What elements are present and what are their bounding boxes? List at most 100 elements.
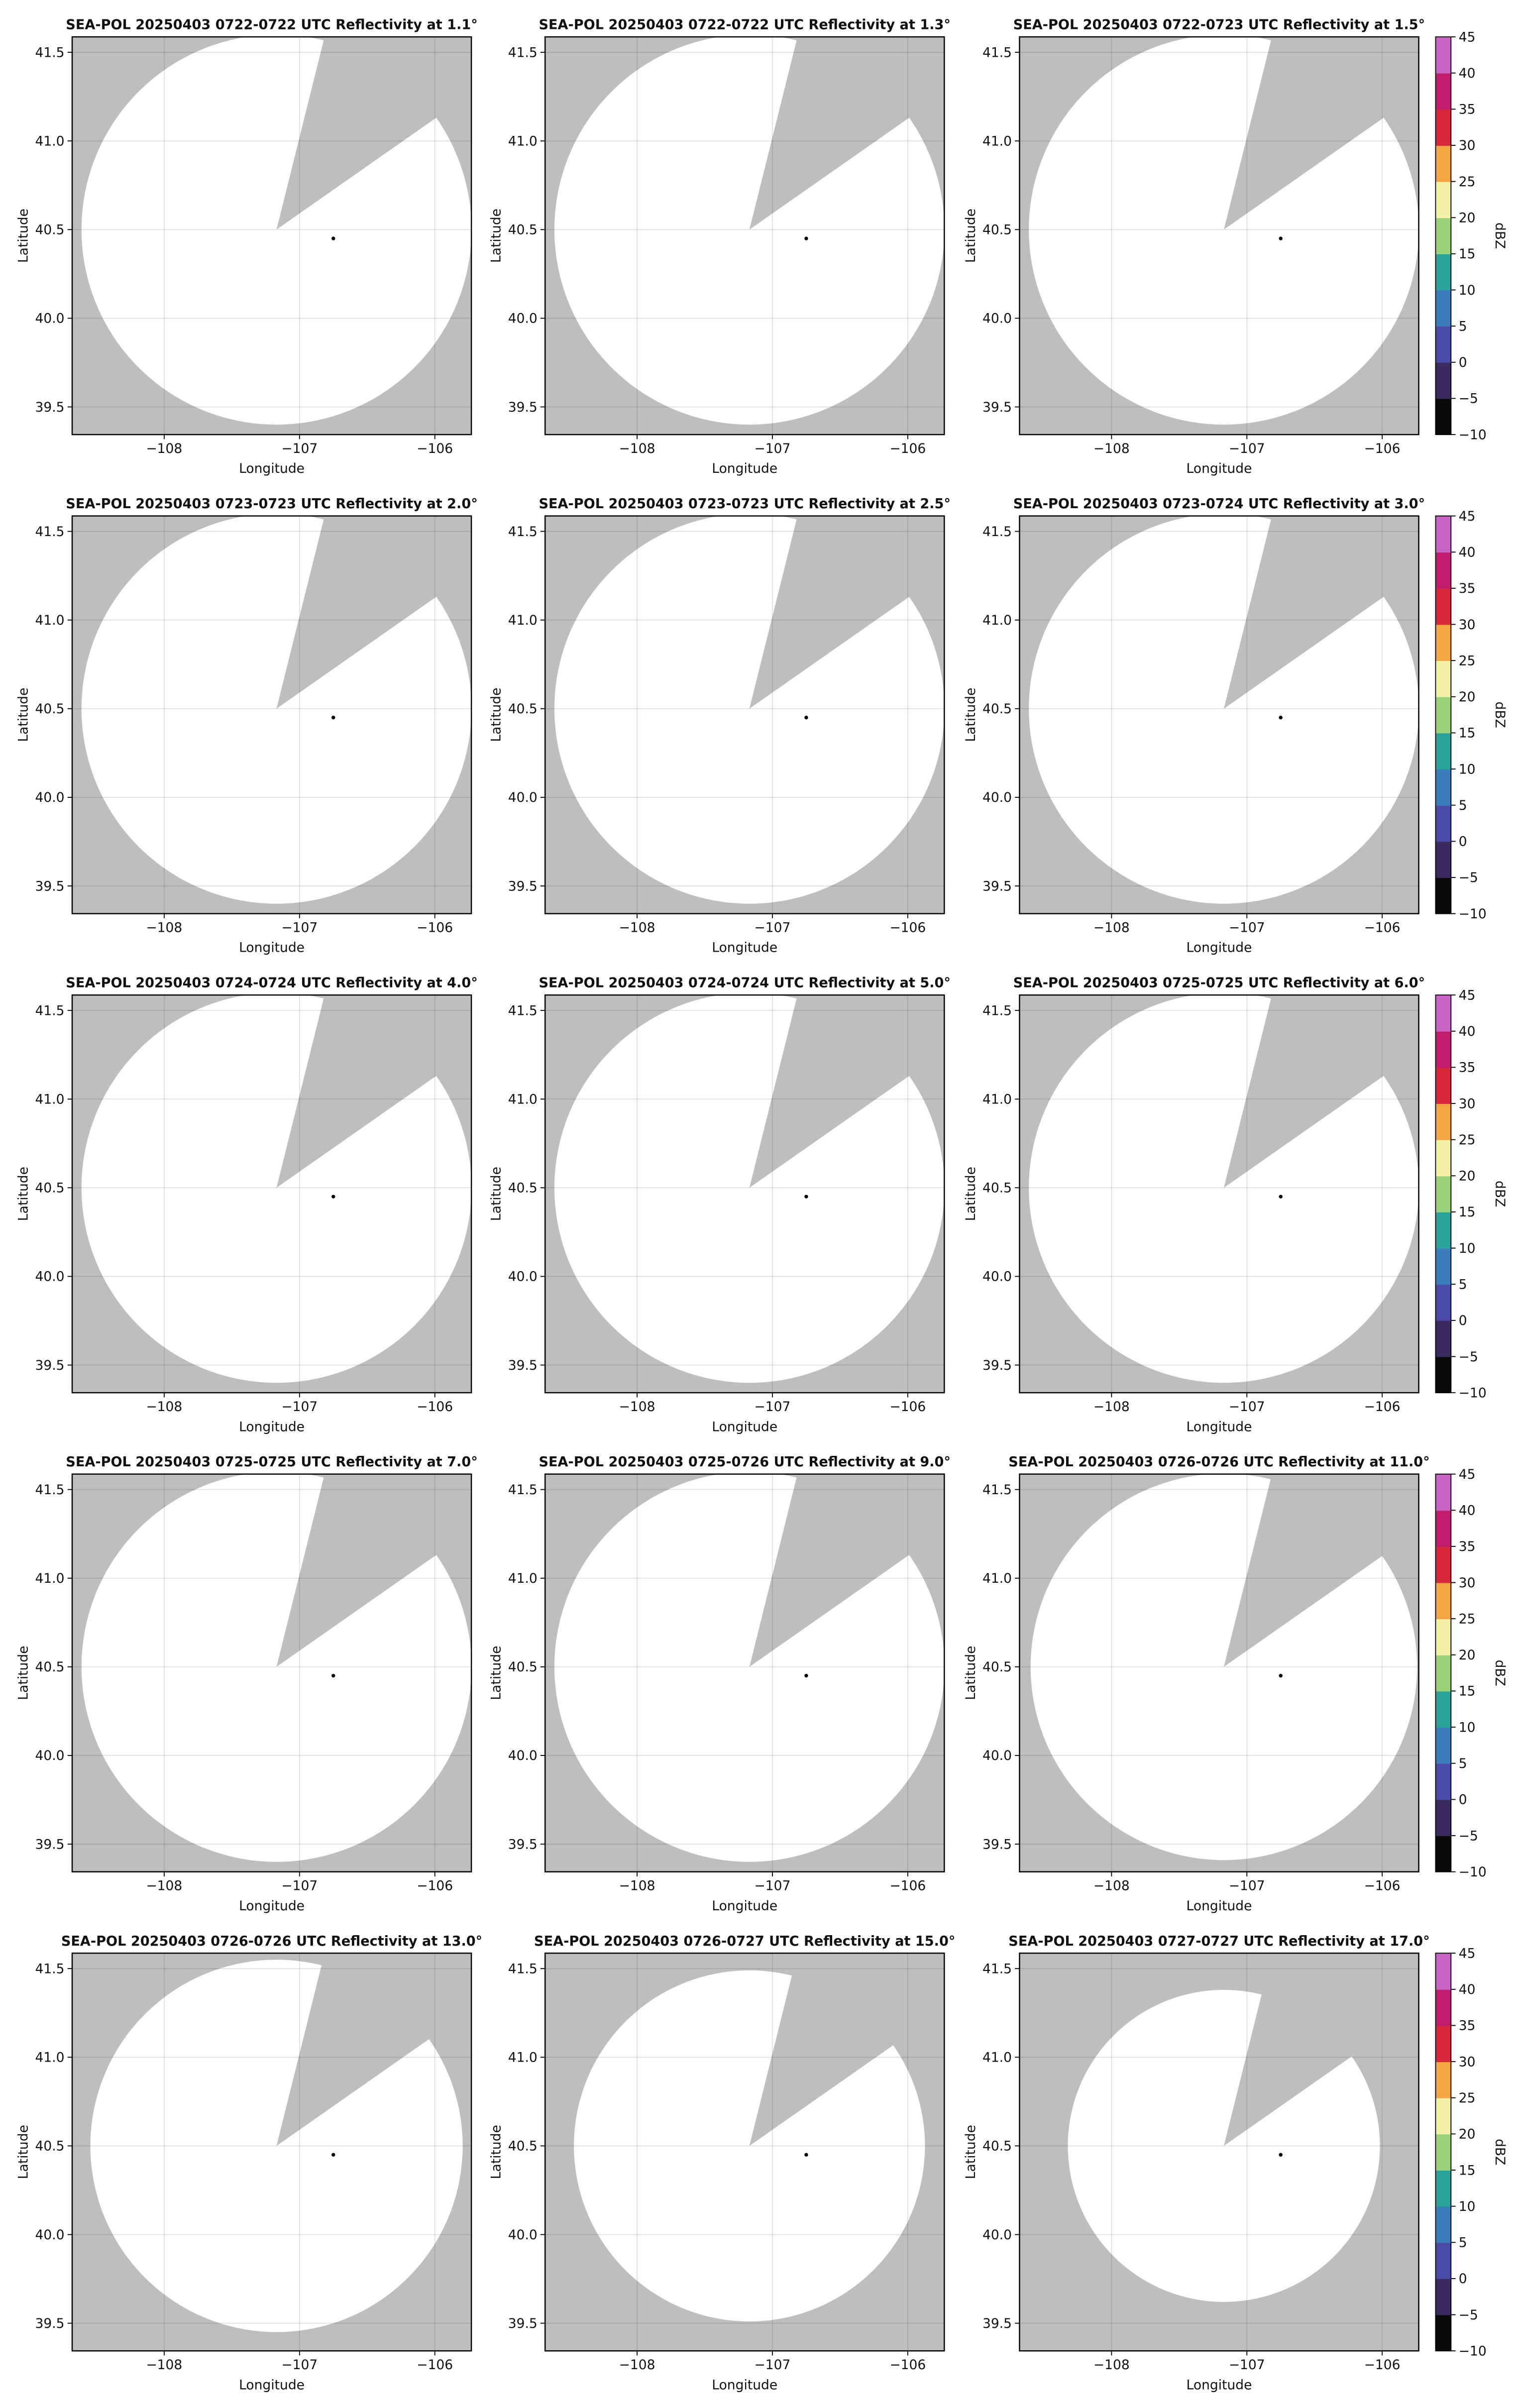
y-tick-label: 40.5 xyxy=(508,701,538,717)
colorbar-swatch xyxy=(1435,218,1451,254)
colorbar-tick-label: 10 xyxy=(1459,762,1476,777)
subplot-title: SEA-POL 20250403 0725-0725 UTC Reflectiv… xyxy=(1013,976,1425,991)
subplot: −108 −107 −10639.540.040.541.041.5SEA-POL … xyxy=(963,1454,1508,1914)
colorbar-tick-label: 0 xyxy=(1459,355,1467,370)
x-tick-label: −106 xyxy=(417,441,453,456)
y-tick-label: 39.5 xyxy=(508,1358,538,1373)
colorbar-tick-label: 30 xyxy=(1459,1575,1476,1591)
x-tick-label: −107 xyxy=(755,920,791,936)
colorbar-swatch xyxy=(1435,877,1451,914)
colorbar-swatch xyxy=(1435,660,1451,697)
colorbar-swatch xyxy=(1435,2206,1451,2243)
y-tick-label: 41.5 xyxy=(35,45,65,60)
y-tick-label: 39.5 xyxy=(35,1837,65,1852)
y-tick-label: 41.5 xyxy=(35,1003,65,1018)
x-tick-label: −108 xyxy=(619,441,655,456)
colorbar-tick-label: 25 xyxy=(1459,2090,1476,2106)
x-tick-label: −108 xyxy=(1093,1878,1130,1894)
colorbar-tick-label: 35 xyxy=(1459,2018,1476,2034)
y-tick-label: 39.5 xyxy=(982,2316,1012,2331)
radar-coverage xyxy=(1030,1474,1417,1861)
y-tick-label: 40.0 xyxy=(508,1269,538,1285)
colorbar-swatch xyxy=(1435,2278,1451,2315)
y-axis-label: Latitude xyxy=(16,688,31,742)
y-tick-label: 39.5 xyxy=(35,400,65,415)
colorbar-tick-label: 20 xyxy=(1459,689,1476,705)
colorbar-swatch xyxy=(1435,362,1451,399)
site-marker xyxy=(331,1673,335,1678)
subplot-title: SEA-POL 20250403 0726-0726 UTC Reflectiv… xyxy=(61,1934,482,1949)
colorbar-tick-label: −5 xyxy=(1459,870,1478,885)
colorbar-tick-label: 30 xyxy=(1459,617,1476,633)
subplot-title: SEA-POL 20250403 0725-0725 UTC Reflectiv… xyxy=(66,1454,478,1470)
colorbar-swatch xyxy=(1435,2097,1451,2135)
x-tick-label: −107 xyxy=(755,2357,791,2373)
x-tick-label: −108 xyxy=(146,1399,182,1415)
radar-coverage xyxy=(554,1474,945,1862)
site-marker xyxy=(1279,2153,1283,2157)
x-tick-label: −106 xyxy=(1364,1399,1401,1415)
colorbar-tick-label: 45 xyxy=(1459,987,1476,1003)
colorbar-swatch xyxy=(1435,253,1451,291)
y-tick-label: 41.0 xyxy=(35,2050,65,2066)
subplot: −108 −107 −10639.540.040.541.041.5SEA-POL … xyxy=(16,17,478,477)
colorbar-tick-label: 40 xyxy=(1459,1982,1476,1997)
x-tick-label: −107 xyxy=(281,2357,318,2373)
y-tick-label: 40.0 xyxy=(508,2227,538,2243)
x-tick-label: −106 xyxy=(1364,1878,1401,1894)
x-axis-label: Longitude xyxy=(239,940,305,956)
colorbar-tick-label: 5 xyxy=(1459,2235,1467,2251)
y-tick-label: 41.5 xyxy=(982,45,1012,60)
radar-coverage xyxy=(1068,1989,1380,2302)
colorbar-tick-label: 15 xyxy=(1459,1204,1476,1220)
y-tick-label: 39.5 xyxy=(35,878,65,894)
colorbar-tick-label: 35 xyxy=(1459,581,1476,596)
x-axis-label: Longitude xyxy=(712,1419,777,1434)
colorbar-swatch xyxy=(1435,805,1451,842)
x-axis-label: Longitude xyxy=(239,1898,305,1914)
subplot: −108 −107 −10639.540.040.541.041.5SEA-POL … xyxy=(489,1934,956,2393)
y-tick-label: 41.0 xyxy=(508,1092,538,1107)
colorbar-tick-label: 45 xyxy=(1459,509,1476,524)
plot-frame xyxy=(71,994,472,1394)
y-axis-label: Latitude xyxy=(963,2125,978,2179)
x-tick-label: −108 xyxy=(1093,441,1130,456)
colorbar-swatch xyxy=(1435,1799,1451,1836)
site-marker xyxy=(331,715,335,720)
y-tick-label: 41.0 xyxy=(982,613,1012,628)
colorbar-tick-label: 0 xyxy=(1459,1313,1467,1328)
y-tick-label: 40.0 xyxy=(508,1748,538,1763)
plot-frame xyxy=(544,515,945,914)
colorbar-swatch xyxy=(1435,145,1451,182)
colorbar-tick-label: 5 xyxy=(1459,798,1467,813)
y-tick-label: 41.5 xyxy=(35,1482,65,1498)
y-axis-label: Latitude xyxy=(489,688,504,742)
colorbar-label: dBZ xyxy=(1492,2139,1508,2165)
subplot-title: SEA-POL 20250403 0724-0724 UTC Reflectiv… xyxy=(66,976,478,991)
subplot: −108 −107 −10639.540.040.541.041.5SEA-POL … xyxy=(963,496,1508,956)
subplot: −108 −107 −10639.540.040.541.041.5SEA-POL … xyxy=(489,496,951,956)
plot-frame xyxy=(1019,36,1419,436)
x-tick-label: −106 xyxy=(1364,920,1401,936)
colorbar-swatch xyxy=(1435,1284,1451,1321)
colorbar-swatch xyxy=(1435,1763,1451,1800)
radar-coverage xyxy=(1029,995,1419,1383)
colorbar-tick-label: 40 xyxy=(1459,1024,1476,1039)
colorbar-tick-label: 20 xyxy=(1459,2127,1476,2142)
y-tick-label: 40.0 xyxy=(35,790,65,805)
colorbar-tick-label: 25 xyxy=(1459,174,1476,190)
subplot-title: SEA-POL 20250403 0723-0723 UTC Reflectiv… xyxy=(539,496,951,512)
colorbar-swatch xyxy=(1435,1139,1451,1177)
y-tick-label: 40.5 xyxy=(982,2139,1012,2154)
y-tick-label: 40.0 xyxy=(508,790,538,805)
plot-frame xyxy=(71,1473,472,1872)
colorbar-swatch xyxy=(1435,1619,1451,1655)
colorbar-tick-label: 5 xyxy=(1459,1756,1467,1771)
y-tick-label: 41.5 xyxy=(982,1961,1012,1976)
colorbar-tick-label: 35 xyxy=(1459,1539,1476,1554)
colorbar-swatch xyxy=(1435,398,1451,436)
y-tick-label: 40.5 xyxy=(35,222,65,238)
y-tick-label: 39.5 xyxy=(982,400,1012,415)
x-tick-label: −106 xyxy=(417,920,453,936)
subplot: −108 −107 −10639.540.040.541.041.5SEA-POL … xyxy=(16,1454,478,1914)
